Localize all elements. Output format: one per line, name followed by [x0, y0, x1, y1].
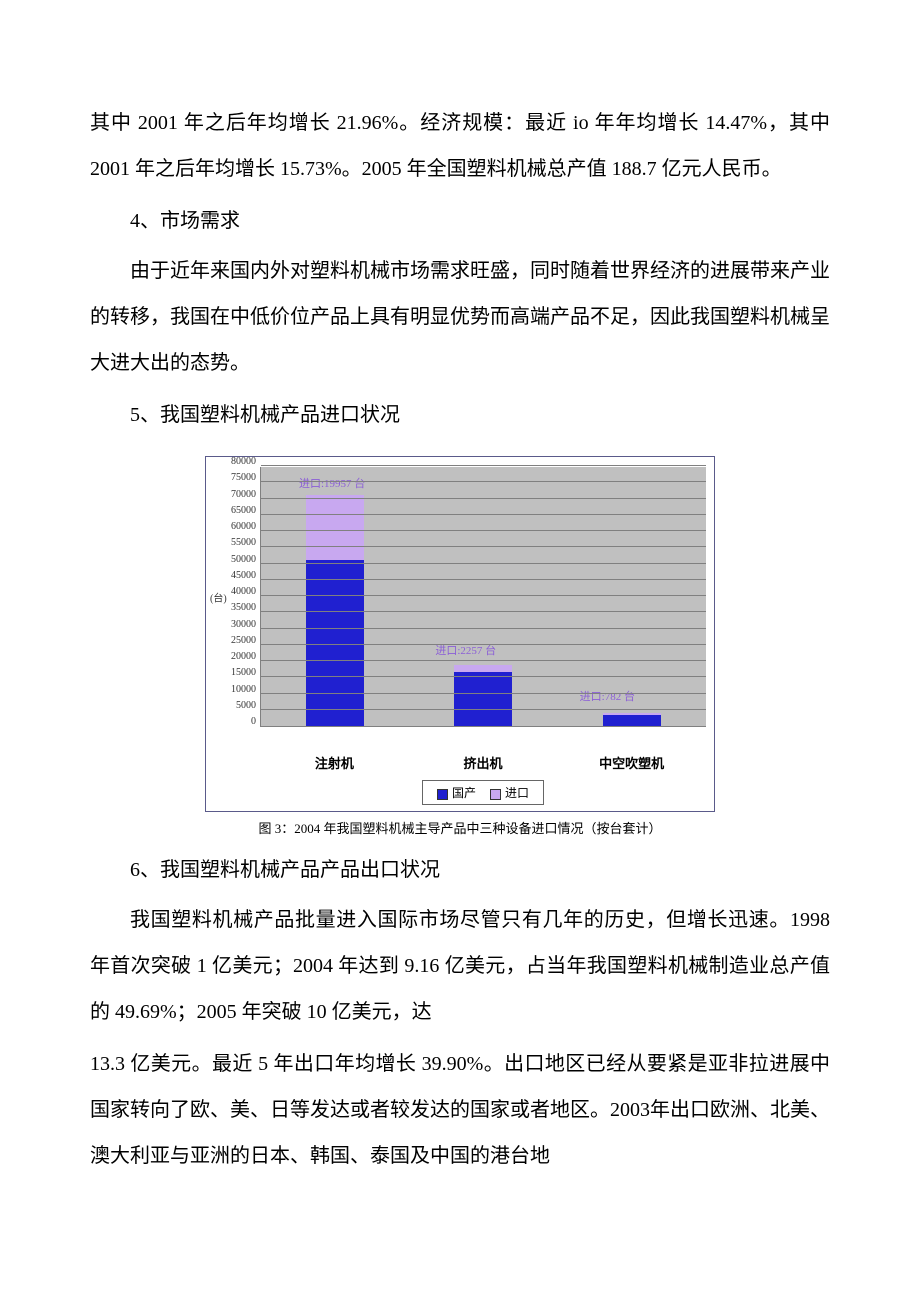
gridline [261, 595, 706, 596]
gridline [261, 481, 706, 482]
legend-swatch-domestic [437, 789, 448, 800]
chart-figure: (台) 800007500070000650006000055000500004… [90, 456, 830, 837]
gridline [261, 465, 706, 466]
bar-segment-import [306, 495, 364, 560]
gridline [261, 693, 706, 694]
x-axis-labels: 注射机挤出机中空吹塑机 [260, 747, 706, 772]
gridline [261, 546, 706, 547]
paragraph-1: 其中 2001 年之后年均增长 21.96%。经济规模：最近 io 年年均增长 … [90, 100, 830, 192]
legend-swatch-import [490, 789, 501, 800]
bar-category: 进口:782 台 [558, 467, 706, 726]
gridline [261, 676, 706, 677]
bar-category: 进口:19957 台 [261, 467, 409, 726]
bar-segment-import [454, 665, 512, 672]
plot-area: (台) 800007500070000650006000055000500004… [214, 467, 706, 747]
y-axis-title: (台) [210, 590, 227, 605]
gridline [261, 709, 706, 710]
section-6-heading: 6、我国塑料机械产品产品出口状况 [90, 847, 830, 893]
chart-legend: 国产 进口 [422, 780, 544, 805]
bar-annotation: 进口:782 台 [580, 688, 635, 704]
section-5-heading: 5、我国塑料机械产品进口状况 [90, 392, 830, 438]
bar-stack [454, 665, 512, 726]
bar-stack [603, 713, 661, 726]
bar-segment-domestic [603, 715, 661, 726]
legend-item-import: 进口 [490, 784, 529, 801]
x-label: 注射机 [260, 747, 409, 772]
gridline [261, 628, 706, 629]
chart-grid: 进口:19957 台 进口:2257 台进口:782 台 [260, 467, 706, 727]
gridline [261, 530, 706, 531]
chart-caption: 图 3：2004 年我国塑料机械主导产品中三种设备进口情况（按台套计） [258, 818, 661, 837]
gridline [261, 644, 706, 645]
x-label: 中空吹塑机 [557, 747, 706, 772]
legend-label-import: 进口 [505, 786, 529, 800]
bar-container: 进口:19957 台 进口:2257 台进口:782 台 [261, 467, 706, 726]
y-axis: (台) 800007500070000650006000055000500004… [214, 467, 260, 727]
gridline [261, 563, 706, 564]
gridline [261, 611, 706, 612]
paragraph-3: 我国塑料机械产品批量进入国际市场尽管只有几年的历史，但增长迅速。1998 年首次… [90, 897, 830, 1035]
chart-box: (台) 800007500070000650006000055000500004… [205, 456, 715, 812]
bar-category: 进口:2257 台 [409, 467, 557, 726]
paragraph-4: 13.3 亿美元。最近 5 年出口年均增长 39.90%。出口地区已经从要紧是亚… [90, 1041, 830, 1179]
legend-label-domestic: 国产 [452, 786, 476, 800]
section-4-heading: 4、市场需求 [90, 198, 830, 244]
legend-item-domestic: 国产 [437, 784, 476, 801]
gridline [261, 514, 706, 515]
paragraph-2: 由于近年来国内外对塑料机械市场需求旺盛，同时随着世界经济的进展带来产业的转移，我… [90, 248, 830, 386]
gridline [261, 498, 706, 499]
bar-annotation: 进口:19957 台 [299, 475, 365, 491]
bar-segment-domestic [454, 672, 512, 726]
x-label: 挤出机 [409, 747, 558, 772]
gridline [261, 579, 706, 580]
gridline [261, 660, 706, 661]
